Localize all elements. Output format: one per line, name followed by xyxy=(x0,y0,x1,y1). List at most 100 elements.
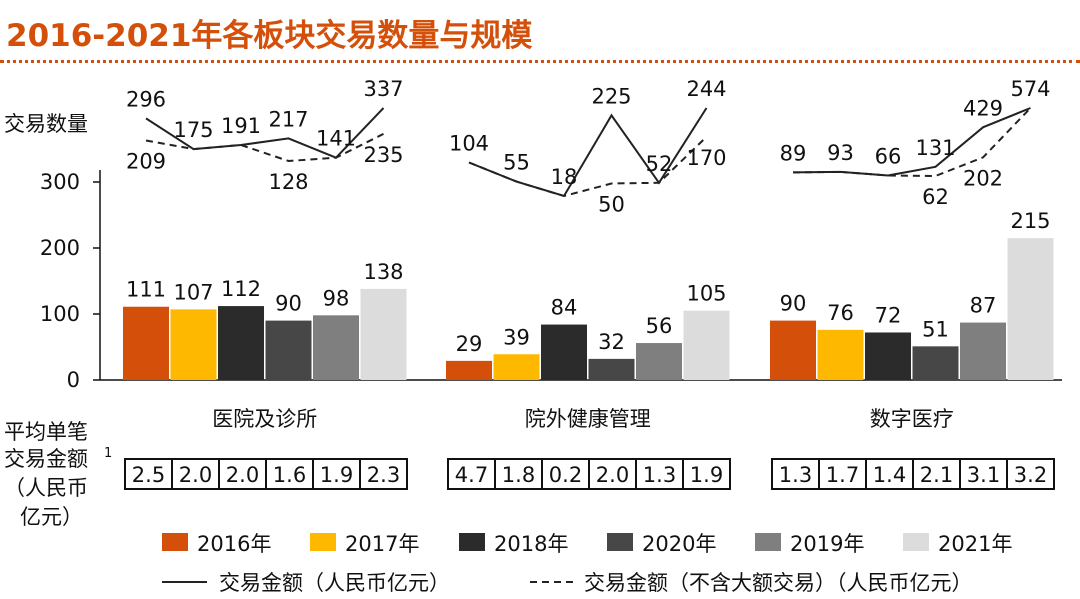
bar-value-label: 84 xyxy=(551,296,578,320)
dashed-amount-label: 50 xyxy=(598,193,625,217)
legend-dashed-label: 交易金额（不含大额交易）（人民币亿元） xyxy=(584,571,973,595)
solid-amount-line-医院及诊所 xyxy=(145,107,385,159)
category-label: 医院及诊所 xyxy=(212,407,317,431)
solid-amount-label: 337 xyxy=(363,77,403,101)
bar-value-label: 56 xyxy=(646,314,673,338)
legend-swatch-2020年 xyxy=(607,533,633,551)
solid-amount-label: 429 xyxy=(963,96,1003,120)
dashed-amount-label: 209 xyxy=(126,149,166,173)
dashed-amount-label: 170 xyxy=(686,146,726,170)
avg-size-value: 1.3 xyxy=(779,463,812,487)
y-tick-label: 100 xyxy=(40,302,80,326)
avg-size-value: 2.0 xyxy=(596,463,629,487)
solid-amount-label: 225 xyxy=(591,84,631,108)
bar-2016年-院外健康管理 xyxy=(446,360,492,380)
avg-size-value: 1.8 xyxy=(502,463,535,487)
solid-amount-label: 104 xyxy=(449,132,489,156)
dashed-amount-line-医院及诊所 xyxy=(145,133,384,163)
legend-solid-label: 交易金额（人民币亿元） xyxy=(219,571,450,595)
bar-value-label: 112 xyxy=(221,277,261,301)
bar-2017年-院外健康管理 xyxy=(493,354,540,380)
bar-2017年-数字医疗 xyxy=(817,329,864,380)
legend-label-2018年: 2018年 xyxy=(494,532,568,556)
bar-2018年-数字医疗 xyxy=(865,332,911,380)
bar-2016年-医院及诊所 xyxy=(123,306,169,380)
category-label: 数字医疗 xyxy=(870,407,954,431)
bar-value-label: 39 xyxy=(503,325,530,349)
solid-amount-label: 175 xyxy=(173,118,213,142)
bar-2020年-医院及诊所 xyxy=(265,320,312,380)
solid-amount-label: 574 xyxy=(1010,77,1050,101)
bar-value-label: 90 xyxy=(275,292,302,316)
avg-size-value: 2.0 xyxy=(179,463,212,487)
legend-label-2019年: 2019年 xyxy=(790,532,864,556)
legend-swatch-2018年 xyxy=(459,533,485,551)
solid-amount-label: 66 xyxy=(875,144,902,168)
avg-size-value: 0.2 xyxy=(549,463,582,487)
bar-2020年-数字医疗 xyxy=(912,346,959,380)
avg-size-value: 1.9 xyxy=(320,463,353,487)
bar-2019年-院外健康管理 xyxy=(636,343,682,380)
solid-amount-label: 191 xyxy=(221,114,261,138)
bar-value-label: 138 xyxy=(363,260,403,284)
dashed-amount-label: 235 xyxy=(363,143,403,167)
avg-size-value: 3.1 xyxy=(967,463,1000,487)
avg-size-label-line1: 平均单笔 xyxy=(4,420,88,444)
bar-2020年-院外健康管理 xyxy=(588,358,635,380)
avg-size-value: 2.1 xyxy=(920,463,953,487)
bar-value-label: 105 xyxy=(686,282,726,306)
solid-amount-label: 18 xyxy=(551,165,578,189)
solid-amount-label: 244 xyxy=(686,77,726,101)
bar-value-label: 72 xyxy=(875,303,902,327)
bar-value-label: 111 xyxy=(126,278,166,302)
bar-2019年-医院及诊所 xyxy=(313,315,359,380)
bar-2021年-医院及诊所 xyxy=(360,288,407,380)
category-label: 院外健康管理 xyxy=(525,407,651,431)
bar-value-label: 90 xyxy=(780,292,807,316)
bar-2017年-医院及诊所 xyxy=(170,309,217,380)
solid-amount-label: 141 xyxy=(316,127,356,151)
y-tick-label: 0 xyxy=(67,368,80,392)
legend-label-2016年: 2016年 xyxy=(197,532,271,556)
bar-2021年-数字医疗 xyxy=(1007,238,1054,380)
bar-value-label: 98 xyxy=(323,286,350,310)
solid-amount-label: 52 xyxy=(646,152,673,176)
avg-size-value: 1.9 xyxy=(690,463,723,487)
bar-2021年-院外健康管理 xyxy=(683,310,730,380)
avg-size-value: 2.3 xyxy=(367,463,400,487)
bar-value-label: 87 xyxy=(970,294,997,318)
bar-2016年-数字医疗 xyxy=(770,320,816,380)
bar-value-label: 32 xyxy=(598,330,625,354)
avg-size-value: 1.4 xyxy=(873,463,906,487)
avg-size-label-line2: 交易金额 xyxy=(4,447,88,471)
solid-amount-label: 131 xyxy=(915,136,955,160)
chart-title: 2016-2021年各板块交易数量与规模 xyxy=(6,18,533,54)
bar-2018年-院外健康管理 xyxy=(541,324,587,380)
bar-value-label: 51 xyxy=(922,317,949,341)
bar-value-label: 29 xyxy=(456,332,483,356)
avg-size-value: 1.3 xyxy=(643,463,676,487)
dashed-amount-label: 202 xyxy=(963,166,1003,190)
solid-amount-label: 89 xyxy=(780,141,807,165)
dashed-amount-label: 128 xyxy=(268,170,308,194)
avg-size-value: 2.5 xyxy=(132,463,165,487)
y-tick-label: 200 xyxy=(40,236,80,260)
avg-size-label-superscript: 1 xyxy=(104,446,112,461)
legend-label-2017年: 2017年 xyxy=(345,532,419,556)
bar-2018年-医院及诊所 xyxy=(218,306,264,380)
bar-value-label: 76 xyxy=(827,301,854,325)
avg-size-value: 2.0 xyxy=(226,463,259,487)
legend-swatch-2021年 xyxy=(903,533,929,551)
dashed-amount-label: 62 xyxy=(922,185,949,209)
y-tick-label: 300 xyxy=(40,170,80,194)
legend-label-2020年: 2020年 xyxy=(642,532,716,556)
line-axis-label: 交易数量 xyxy=(4,112,88,136)
title-divider xyxy=(0,60,1080,63)
legend-swatch-2016年 xyxy=(162,533,188,551)
legend-swatch-2017年 xyxy=(310,533,336,551)
avg-size-label-unit2: 亿元） xyxy=(20,505,83,529)
solid-amount-label: 296 xyxy=(126,87,166,111)
dashed-amount-line-数字医疗 xyxy=(792,107,1032,178)
avg-size-value: 3.2 xyxy=(1014,463,1047,487)
